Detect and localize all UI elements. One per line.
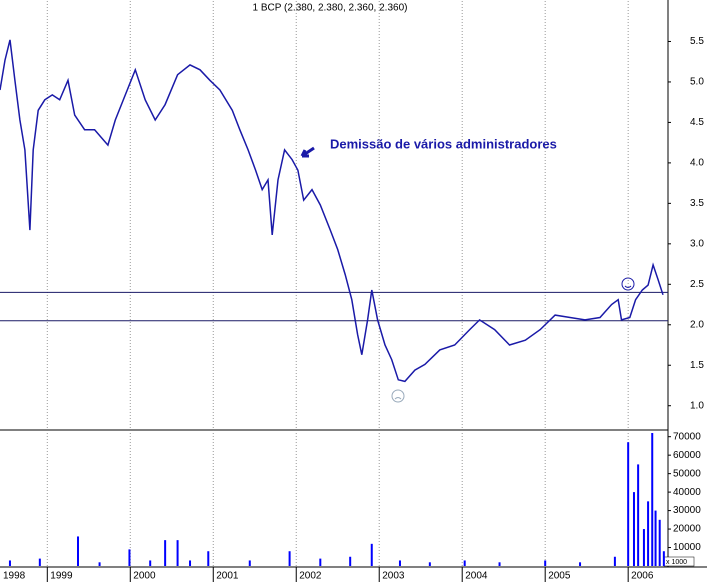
volume-bar: [463, 560, 466, 566]
unit-label: x 1000: [666, 559, 687, 566]
y-tick-label: 70000: [673, 431, 701, 442]
volume-bar: [164, 540, 167, 566]
y-tick-label: 10000: [673, 542, 701, 553]
x-tick-label: 2002: [299, 571, 322, 582]
volume-bar: [647, 501, 650, 566]
x-tick-label: 2003: [382, 571, 405, 582]
volume-bar: [637, 464, 640, 566]
volume-bar: [579, 562, 582, 566]
x-tick-label: 2005: [548, 571, 571, 582]
y-tick-label: 3.5: [690, 198, 704, 209]
y-tick-label: 50000: [673, 468, 701, 479]
x-tick-label: 2000: [133, 571, 156, 582]
volume-bar: [428, 562, 431, 566]
volume-bar: [544, 560, 547, 566]
y-tick-label: 2.0: [690, 319, 704, 330]
volume-bar: [288, 551, 291, 566]
volume-bar: [207, 551, 210, 566]
y-tick-label: 40000: [673, 487, 701, 498]
volume-bar: [613, 556, 616, 566]
chart-title: 1 BCP (2.380, 2.380, 2.360, 2.360): [253, 3, 408, 14]
volume-bar: [398, 560, 401, 566]
volume-bar: [651, 433, 654, 566]
x-tick-label: 2001: [216, 571, 239, 582]
volume-bar: [654, 510, 657, 566]
volume-bar: [658, 519, 661, 566]
volume-bar: [128, 549, 131, 566]
volume-bar: [77, 536, 80, 566]
volume-bar: [632, 492, 635, 566]
x-tick-label: 1999: [50, 571, 73, 582]
volume-bar: [498, 562, 501, 566]
volume-bar: [98, 562, 101, 566]
x-tick-label: 2004: [465, 571, 488, 582]
y-tick-label: 3.0: [690, 238, 704, 249]
volume-bar: [149, 560, 152, 566]
x-tick-label: 2006: [631, 571, 654, 582]
volume-bar: [8, 560, 11, 566]
y-tick-label: 5.5: [690, 36, 704, 47]
y-tick-label: 1.5: [690, 360, 704, 371]
volume-bar: [248, 560, 251, 566]
volume-bar: [627, 442, 630, 566]
volume-bar: [176, 540, 179, 566]
volume-bar: [319, 558, 322, 566]
volume-bar: [370, 543, 373, 566]
x-tick-label: 1998: [3, 571, 26, 582]
price-line: [0, 39, 664, 383]
y-tick-label: 60000: [673, 450, 701, 461]
volume-bar: [189, 560, 192, 566]
y-tick-label: 1.0: [690, 400, 704, 411]
y-tick-label: 5.0: [690, 77, 704, 88]
annotation-arrow: [300, 146, 315, 158]
volume-bar: [349, 556, 352, 566]
volume-bar: [662, 551, 665, 566]
volume-bar: [642, 529, 645, 566]
frown: [391, 389, 405, 403]
y-tick-label: 4.0: [690, 158, 704, 169]
y-tick-label: 4.5: [690, 117, 704, 128]
annotation: Demissão de vários administradores: [330, 136, 557, 151]
volume-bar: [38, 558, 41, 566]
y-tick-label: 2.5: [690, 279, 704, 290]
y-tick-label: 20000: [673, 524, 701, 535]
y-tick-label: 30000: [673, 505, 701, 516]
